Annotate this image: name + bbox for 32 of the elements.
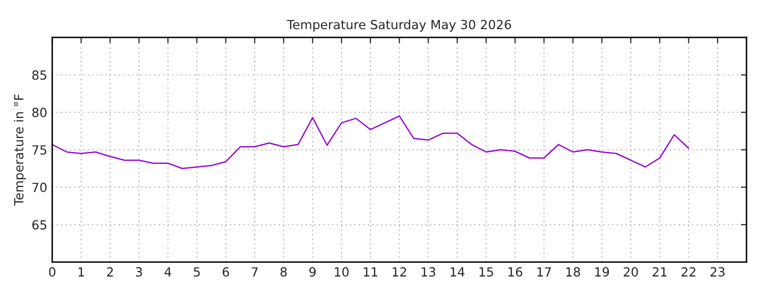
y-tick-label: 85 [32,70,46,80]
x-tick-label: 14 [450,267,464,276]
x-tick-label: 22 [682,267,696,276]
x-tick-label: 3 [136,267,142,277]
y-tick-label: 65 [32,220,46,230]
x-tick-label: 23 [710,267,725,277]
y-tick-label: 80 [32,108,47,118]
x-tick-label: 5 [194,267,200,277]
y-axis-title: Temperature in °F [14,94,26,206]
chart-title: Temperature Saturday May 30 2026 [286,20,512,32]
x-tick-label: 11 [364,267,378,276]
x-tick-label: 7 [252,267,258,276]
x-tick-label: 19 [595,267,609,277]
x-tick-label: 0 [49,267,56,277]
x-tick-label: 6 [222,267,229,277]
x-tick-label: 20 [624,267,638,277]
y-tick-label: 75 [32,145,46,155]
x-tick-label: 2 [107,267,113,276]
x-tick-label: 4 [164,267,172,276]
x-tick-label: 16 [508,267,522,277]
x-tick-label: 15 [480,267,494,277]
x-tick-label: 12 [392,267,406,276]
x-tick-label: 13 [422,267,436,277]
x-tick-label: 9 [309,267,316,277]
x-tick-label: 1 [78,267,84,276]
x-tick-label: 18 [566,267,580,277]
x-tick-label: 8 [280,267,287,277]
x-tick-label: 10 [334,267,349,277]
x-tick-label: 17 [537,267,551,276]
y-tick-label: 70 [32,182,47,192]
line-series [52,115,690,170]
x-tick-label: 21 [652,267,667,276]
